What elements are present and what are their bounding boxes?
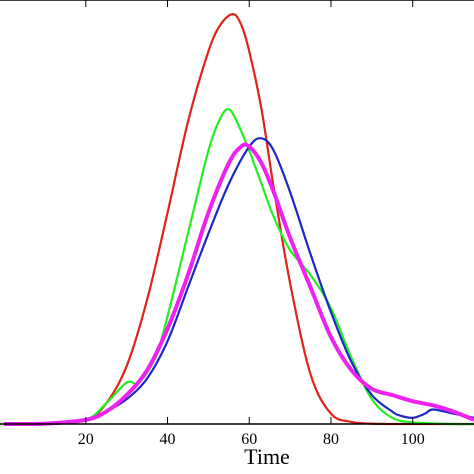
x-tick-label: 80 xyxy=(323,431,339,448)
x-tick-label: 60 xyxy=(241,431,257,448)
axes-layer: 20 40 60 80 100 xyxy=(0,0,474,448)
plot-frame xyxy=(0,0,474,425)
series-line-4 xyxy=(4,142,474,427)
series-line-2 xyxy=(4,108,474,426)
x-tick-label: 100 xyxy=(401,431,425,448)
x-tick-label: 20 xyxy=(78,431,94,448)
x-tick-label: 40 xyxy=(160,431,176,448)
x-axis-title: Time xyxy=(244,444,290,469)
